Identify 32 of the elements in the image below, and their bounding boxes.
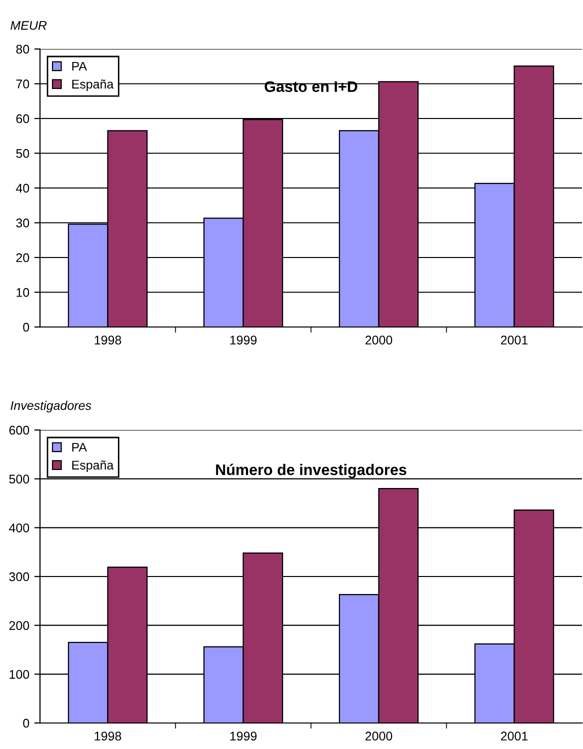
y-tick-label: 200 [9, 621, 30, 630]
y-axis-title: Investigadores [10, 400, 92, 412]
y-tick-label: 0 [23, 322, 30, 332]
y-tick-label: 80 [16, 44, 30, 54]
y-tick-label: 30 [16, 218, 30, 228]
y-axis-title: MEUR [10, 21, 47, 30]
text: Número de investigadores [216, 464, 406, 478]
x-tick-label: 1998 [94, 732, 122, 741]
x-tick-label: 2000 [365, 732, 392, 741]
y-tick-label: 500 [9, 474, 30, 484]
legend-label: PA [72, 442, 87, 452]
x-tick-label: 2001 [500, 336, 528, 345]
y-tick-label: 300 [9, 572, 30, 582]
x-tick-label: 1999 [230, 336, 257, 345]
y-tick-label: 10 [16, 288, 30, 297]
y-tick-label: 600 [9, 426, 30, 435]
y-tick-label: 50 [16, 149, 30, 158]
y-tick-label: 40 [16, 184, 30, 193]
x-tick-label: 1999 [230, 732, 257, 741]
y-tick-label: 60 [16, 114, 30, 124]
legend-label: España [72, 79, 114, 92]
y-tick-label: 400 [9, 523, 30, 532]
y-tick-label: 100 [10, 670, 30, 679]
x-tick-label: 2000 [365, 336, 392, 345]
y-tick-label: 0 [23, 718, 30, 728]
text: Gasto en I+D [264, 81, 358, 92]
y-tick-label: 70 [16, 80, 30, 88]
legend-label: PA [72, 62, 87, 71]
x-tick-label: 2001 [500, 732, 528, 741]
x-tick-label: 1998 [94, 336, 122, 345]
y-tick-label: 20 [16, 253, 30, 262]
legend-label: España [72, 460, 114, 472]
